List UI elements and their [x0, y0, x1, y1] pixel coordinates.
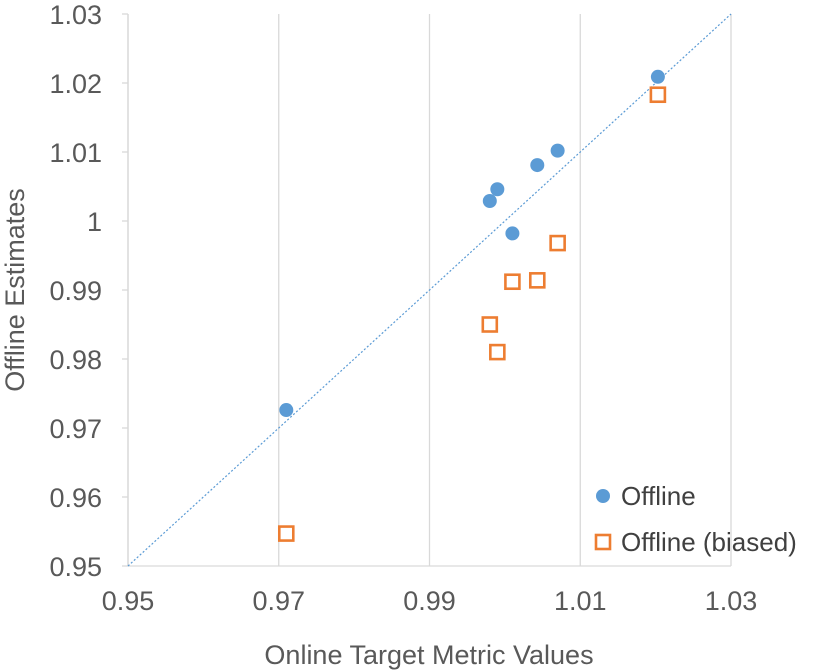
offline-point — [279, 403, 294, 418]
offline-biased-point — [481, 316, 499, 333]
offline-point — [530, 158, 545, 173]
y-tick-label: 0.98 — [49, 345, 102, 375]
offline-biased-point — [277, 525, 295, 542]
offline-biased-point — [504, 273, 521, 291]
reference-line — [127, 13, 732, 567]
legend-offline-marker — [596, 489, 610, 503]
x-tick-label: 0.97 — [252, 586, 305, 616]
offline-biased-point — [489, 343, 506, 361]
y-tick-label: 1.02 — [49, 69, 102, 99]
legend-offline-biased-label: Offline (biased) — [621, 527, 797, 557]
x-axis-title: Online Target Metric Values — [264, 640, 593, 670]
reference-line-group — [127, 13, 732, 567]
y-tick-label: 0.97 — [49, 414, 102, 444]
legend-offline-label: Offline — [621, 481, 696, 511]
y-axis-title: Offline Estimates — [0, 188, 30, 392]
x-tick-label: 0.99 — [403, 586, 456, 616]
y-tick-label: 1.01 — [49, 138, 102, 168]
tick-labels: 0.95 0.97 0.99 1.01 1.03 0.95 0.96 0.97 0.98 0.99… — [49, 0, 757, 616]
offline-point — [482, 193, 497, 208]
y-tick-label: 0.99 — [49, 276, 102, 306]
y-tick-label: 0.95 — [49, 552, 102, 582]
x-tick-label: 1.01 — [554, 586, 607, 616]
y-tick-label: 1 — [87, 207, 102, 237]
offline-biased-point — [549, 234, 566, 252]
x-tick-label: 0.95 — [102, 586, 155, 616]
offline-point — [490, 182, 505, 197]
x-tick-label: 1.03 — [705, 586, 758, 616]
offline-biased-point — [528, 272, 546, 289]
legend: Offline Offline (biased) — [594, 481, 797, 557]
offline-point — [505, 226, 520, 241]
y-tick-label: 1.03 — [49, 0, 102, 30]
y-tick-label: 0.96 — [49, 483, 102, 513]
legend-offline-biased-marker — [594, 533, 612, 551]
offline-point — [650, 69, 665, 84]
offline-biased-point — [649, 86, 667, 104]
data-points — [277, 69, 667, 542]
axes — [122, 13, 731, 567]
offline-point — [550, 143, 565, 158]
